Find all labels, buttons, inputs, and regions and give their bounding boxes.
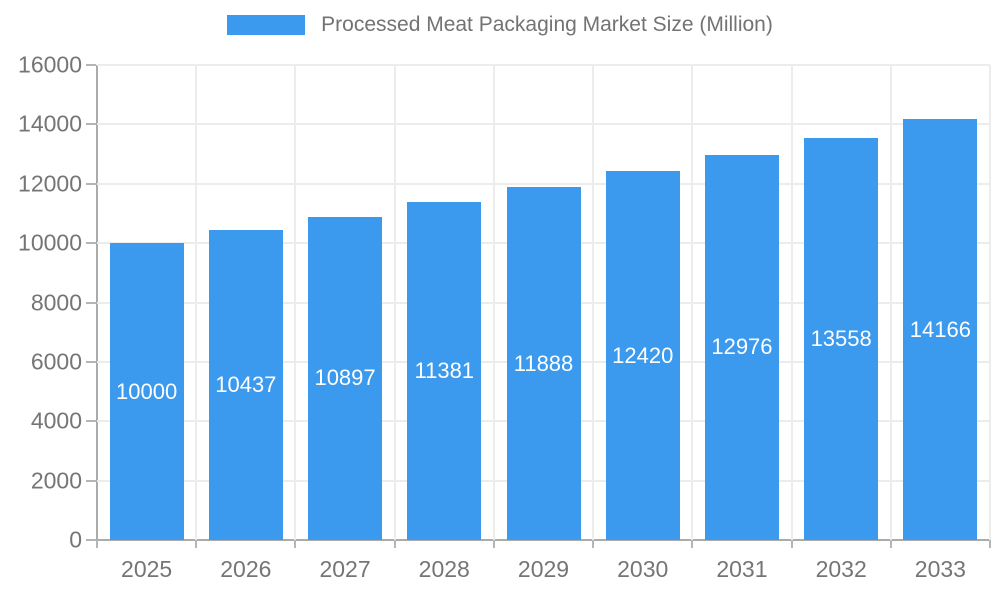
bar-2026: 10437 [208, 230, 283, 540]
x-axis-tick [989, 540, 991, 548]
bar-2030: 12420 [605, 171, 680, 540]
legend-swatch [227, 15, 306, 35]
legend-item[interactable]: Processed Meat Packaging Market Size (Mi… [0, 13, 1000, 37]
x-gridline [790, 65, 793, 540]
x-tick-label-2029: 2029 [517, 556, 570, 582]
y-axis-tick [86, 420, 96, 423]
x-tick-label-2031: 2031 [716, 556, 768, 582]
bar-2031: 12976 [704, 154, 779, 540]
y-tick-label: 14000 [18, 110, 82, 137]
x-axis-tick [96, 540, 98, 548]
y-tick-label: 8000 [30, 289, 82, 315]
x-axis-tick [492, 540, 495, 548]
bar-value-label: 10000 [116, 378, 178, 404]
bar-value-label: 10437 [215, 372, 277, 398]
bar-value-label: 10897 [314, 365, 376, 391]
x-axis-tick [889, 540, 892, 548]
y-tick-label: 4000 [30, 407, 82, 434]
y-gridline [97, 64, 990, 66]
y-tick-label: 2000 [30, 467, 82, 494]
legend-label: Processed Meat Packaging Market Size (Mi… [321, 13, 773, 36]
x-axis-tick [592, 540, 595, 548]
bar-value-label: 11888 [513, 350, 574, 376]
x-gridline [492, 65, 495, 540]
x-axis-tick [790, 540, 793, 548]
x-axis-tick [691, 540, 694, 548]
bar-2025: 10000 [109, 243, 184, 540]
plot-area: 0 2000 4000 6000 8000 10000 12000 14000 16000 100… [18, 53, 991, 582]
bar-value-label: 11381 [414, 358, 475, 384]
bar-2032: 13558 [804, 137, 879, 540]
x-gridline [294, 65, 297, 540]
x-tick-label-2030: 2030 [617, 556, 669, 582]
bar-value-label: 14166 [909, 316, 971, 342]
y-axis-tick [86, 123, 96, 126]
x-axis-line [96, 539, 990, 541]
bar-2028: 11381 [407, 202, 482, 540]
y-axis-tick [86, 539, 96, 541]
x-axis-tick [195, 540, 198, 548]
x-gridline [989, 65, 991, 540]
x-tick-label-2028: 2028 [418, 556, 470, 582]
bar-2033: 14166 [903, 119, 978, 540]
y-tick-label: 12000 [18, 170, 82, 197]
bar-value-label: 12420 [612, 342, 674, 368]
y-axis-tick [86, 64, 96, 66]
x-gridline [889, 65, 892, 540]
y-axis-tick [86, 242, 96, 245]
y-axis-tick [86, 360, 96, 363]
x-tick-label-2032: 2032 [815, 556, 867, 582]
y-axis-tick [86, 479, 96, 482]
x-gridline [592, 65, 595, 540]
x-tick-label-2033: 2033 [914, 556, 966, 582]
y-axis-line [96, 65, 98, 548]
y-tick-label: 6000 [30, 348, 82, 375]
bar-value-label: 13558 [810, 325, 872, 351]
x-tick-label-2027: 2027 [319, 556, 371, 582]
y-gridline [97, 123, 990, 126]
bar-2027: 10897 [308, 216, 383, 540]
y-gridline [97, 182, 990, 185]
x-gridline [393, 65, 396, 540]
y-tick-label: 16000 [18, 51, 82, 78]
y-tick-label: 10000 [18, 229, 82, 256]
bar-value-label: 12976 [711, 334, 773, 360]
x-tick-label-2026: 2026 [220, 556, 272, 582]
x-tick-label-2025: 2025 [121, 556, 173, 582]
x-gridline [195, 65, 198, 540]
x-axis-tick [294, 540, 297, 548]
y-tick-label: 0 [69, 526, 82, 553]
y-axis-tick [86, 301, 96, 304]
x-gridline [691, 65, 694, 540]
y-axis-tick [86, 182, 96, 185]
bar-2029: 11888 [506, 187, 581, 540]
x-axis-tick [393, 540, 396, 548]
